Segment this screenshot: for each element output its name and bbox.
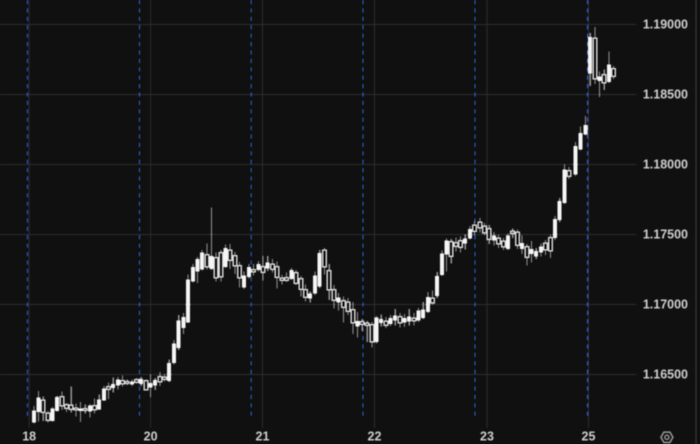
svg-text:18: 18 [22,430,36,444]
svg-text:21: 21 [256,430,270,444]
svg-text:1.16500: 1.16500 [643,368,688,382]
svg-text:22: 22 [368,430,382,444]
svg-text:20: 20 [144,430,158,444]
svg-text:1.17500: 1.17500 [643,228,688,242]
svg-text:23: 23 [480,430,494,444]
svg-text:1.17000: 1.17000 [643,298,688,312]
svg-text:25: 25 [582,430,596,444]
svg-text:1.18500: 1.18500 [643,88,688,102]
svg-text:1.19000: 1.19000 [643,18,688,32]
svg-text:1.18000: 1.18000 [643,158,688,172]
